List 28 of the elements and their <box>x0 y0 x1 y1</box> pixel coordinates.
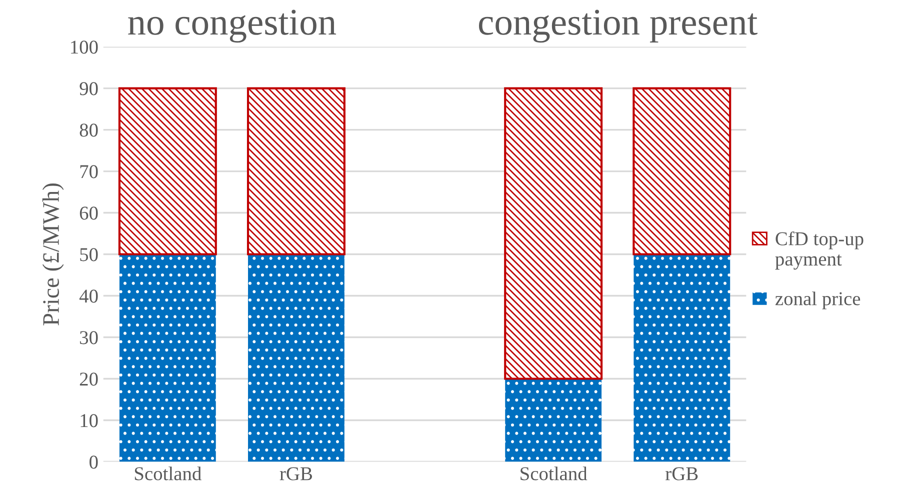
x-tick-label: rGB <box>666 467 698 480</box>
legend-label: zonal price <box>775 292 860 310</box>
y-tick-label: 30 <box>80 331 98 344</box>
y-tick-label: 20 <box>80 372 98 386</box>
bar <box>119 254 216 462</box>
x-tick-label: Scotland <box>520 466 588 480</box>
x-tick-label: Scotland <box>134 466 202 480</box>
legend-label: CfD top-up payment <box>775 231 864 270</box>
bar <box>505 378 602 462</box>
bar <box>504 87 603 380</box>
y-tick-label: 0 <box>90 456 98 469</box>
x-tick-label: rGB <box>280 467 312 480</box>
bar <box>632 87 732 256</box>
y-tick-label: 80 <box>80 124 98 137</box>
bar <box>246 87 346 256</box>
y-tick-label: 50 <box>80 248 98 262</box>
y-tick-label: 40 <box>79 290 98 303</box>
y-axis-title: Price (£/MWh) <box>42 184 64 326</box>
y-tick-label: 10 <box>80 414 98 428</box>
y-tick-label: 70 <box>80 165 98 178</box>
bar <box>118 87 217 256</box>
bar <box>248 254 344 462</box>
y-tick-label: 60 <box>80 206 98 220</box>
y-tick-label: 90 <box>80 82 98 96</box>
y-tick-label: 100 <box>71 40 98 54</box>
bar <box>634 254 730 462</box>
text: congestion present <box>478 10 758 43</box>
text: no congestion <box>128 10 336 43</box>
